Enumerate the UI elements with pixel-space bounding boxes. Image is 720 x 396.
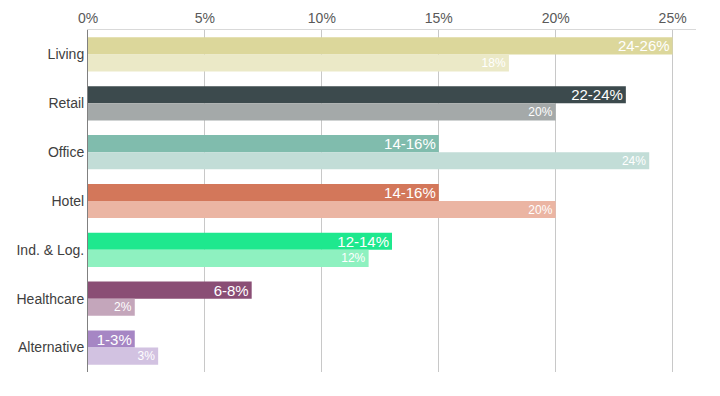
svg-text:18%: 18% — [482, 56, 506, 70]
svg-text:Retail: Retail — [48, 95, 84, 111]
svg-text:12-14%: 12-14% — [337, 233, 389, 250]
svg-text:24-26%: 24-26% — [618, 37, 670, 54]
svg-text:20%: 20% — [542, 10, 570, 26]
svg-text:Hotel: Hotel — [52, 193, 85, 209]
svg-text:15%: 15% — [425, 10, 453, 26]
svg-text:25%: 25% — [659, 10, 687, 26]
svg-text:14-16%: 14-16% — [384, 135, 436, 152]
svg-text:6-8%: 6-8% — [214, 282, 249, 299]
svg-text:Healthcare: Healthcare — [16, 291, 84, 307]
svg-text:10%: 10% — [308, 10, 336, 26]
svg-text:Ind. & Log.: Ind. & Log. — [16, 242, 84, 258]
svg-text:20%: 20% — [528, 203, 552, 217]
svg-text:Living: Living — [48, 46, 85, 62]
svg-text:12%: 12% — [341, 251, 365, 265]
svg-text:2%: 2% — [114, 300, 132, 314]
svg-text:24%: 24% — [622, 154, 646, 168]
svg-text:Alternative: Alternative — [18, 339, 84, 355]
svg-text:14-16%: 14-16% — [384, 184, 436, 201]
svg-text:22-24%: 22-24% — [571, 86, 623, 103]
svg-text:5%: 5% — [195, 10, 215, 26]
svg-text:3%: 3% — [137, 349, 155, 363]
svg-text:0%: 0% — [78, 10, 98, 26]
svg-text:1-3%: 1-3% — [97, 331, 132, 348]
svg-text:Office: Office — [48, 144, 85, 160]
svg-text:20%: 20% — [528, 105, 552, 119]
